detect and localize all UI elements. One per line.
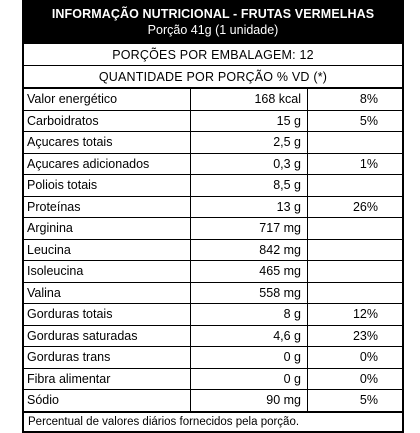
nutrient-name: Carboidratos <box>24 110 191 132</box>
nutrient-quantity: 842 mg <box>190 239 308 261</box>
nutrient-name: Proteínas <box>24 196 191 218</box>
nutrient-daily-value: 26% <box>307 196 402 218</box>
table-row: Arginina 717 mg <box>24 217 402 240</box>
nutrient-quantity: 717 mg <box>190 217 308 240</box>
footnote: Percentual de valores diários fornecidos… <box>28 415 300 428</box>
nutrient-quantity: 465 mg <box>190 260 308 283</box>
nutrient-name: Isoleucina <box>24 260 191 283</box>
nutrient-daily-value <box>307 282 402 304</box>
label-title: INFORMAÇÃO NUTRICIONAL - FRUTAS VERMELHA… <box>51 7 375 21</box>
nutrient-quantity: 558 mg <box>190 282 308 304</box>
nutrient-quantity: 0 g <box>190 346 308 369</box>
nutrient-quantity: 4,6 g <box>190 325 308 347</box>
nutrient-daily-value: 5% <box>307 110 402 132</box>
nutrient-quantity: 13 g <box>190 196 308 218</box>
nutrient-daily-value: 8% <box>307 89 402 111</box>
table-row: Açucares adicionados 0,3 g 1% <box>24 153 402 175</box>
servings-per-package: PORÇÕES POR EMBALAGEM: 12 <box>24 44 402 66</box>
nutrient-daily-value: 12% <box>307 303 402 326</box>
nutrient-quantity: 8 g <box>190 303 308 326</box>
table-row: Açucares totais 2,5 g <box>24 131 402 154</box>
table-row: Gorduras trans 0 g 0% <box>24 346 402 369</box>
nutrient-quantity: 0 g <box>190 368 308 390</box>
nutrient-table: Valor energético 168 kcal 8% Carboidratos 15… <box>24 89 402 413</box>
table-row: Fibra alimentar 0 g 0% <box>24 368 402 390</box>
label-header: INFORMAÇÃO NUTRICIONAL - FRUTAS VERMELHA… <box>22 0 404 44</box>
nutrient-name: Gorduras saturadas <box>24 325 191 347</box>
table-row: Poliois totais 8,5 g <box>24 174 402 197</box>
nutrient-quantity: 2,5 g <box>190 131 308 154</box>
per-serving-header: QUANTIDADE POR PORÇÃO % VD (*) <box>24 66 402 89</box>
table-row: Gorduras totais 8 g 12% <box>24 303 402 326</box>
nutrient-name: Leucina <box>24 239 191 261</box>
table-row: Proteínas 13 g 26% <box>24 196 402 218</box>
nutrient-name: Sódio <box>24 389 191 413</box>
nutrient-daily-value: 1% <box>307 153 402 175</box>
table-row: Isoleucina 465 mg <box>24 260 402 283</box>
nutrient-name: Arginina <box>24 217 191 240</box>
nutrient-daily-value: 23% <box>307 325 402 347</box>
nutrient-quantity: 15 g <box>190 110 308 132</box>
label-body: PORÇÕES POR EMBALAGEM: 12 QUANTIDADE POR… <box>22 44 404 433</box>
nutrient-daily-value <box>307 174 402 197</box>
portion-size: Porção 41g (1 unidade) <box>147 23 279 37</box>
table-row: Gorduras saturadas 4,6 g 23% <box>24 325 402 347</box>
nutrient-daily-value <box>307 217 402 240</box>
nutrient-name: Poliois totais <box>24 174 191 197</box>
nutrient-name: Valor energético <box>24 89 191 111</box>
nutrient-daily-value: 0% <box>307 368 402 390</box>
nutrient-quantity: 168 kcal <box>190 89 308 111</box>
nutrient-daily-value: 5% <box>307 389 402 413</box>
nutrient-daily-value <box>307 131 402 154</box>
nutrient-daily-value <box>307 260 402 283</box>
table-row: Leucina 842 mg <box>24 239 402 261</box>
nutrient-quantity: 90 mg <box>190 389 308 413</box>
table-row: Valor energético 168 kcal 8% <box>24 89 402 111</box>
nutrient-name: Gorduras totais <box>24 303 191 326</box>
nutrient-name: Gorduras trans <box>24 346 191 369</box>
nutrient-name: Valina <box>24 282 191 304</box>
table-row: Valina 558 mg <box>24 282 402 304</box>
nutrient-daily-value: 0% <box>307 346 402 369</box>
table-row: Sódio 90 mg 5% <box>24 389 402 413</box>
nutrient-daily-value <box>307 239 402 261</box>
nutrient-quantity: 0,3 g <box>190 153 308 175</box>
nutrient-name: Açucares adicionados <box>24 153 191 175</box>
nutrient-quantity: 8,5 g <box>190 174 308 197</box>
nutrition-label: INFORMAÇÃO NUTRICIONAL - FRUTAS VERMELHA… <box>22 0 404 433</box>
table-row: Carboidratos 15 g 5% <box>24 110 402 132</box>
nutrient-name: Açucares totais <box>24 131 191 154</box>
nutrient-name: Fibra alimentar <box>24 368 191 390</box>
